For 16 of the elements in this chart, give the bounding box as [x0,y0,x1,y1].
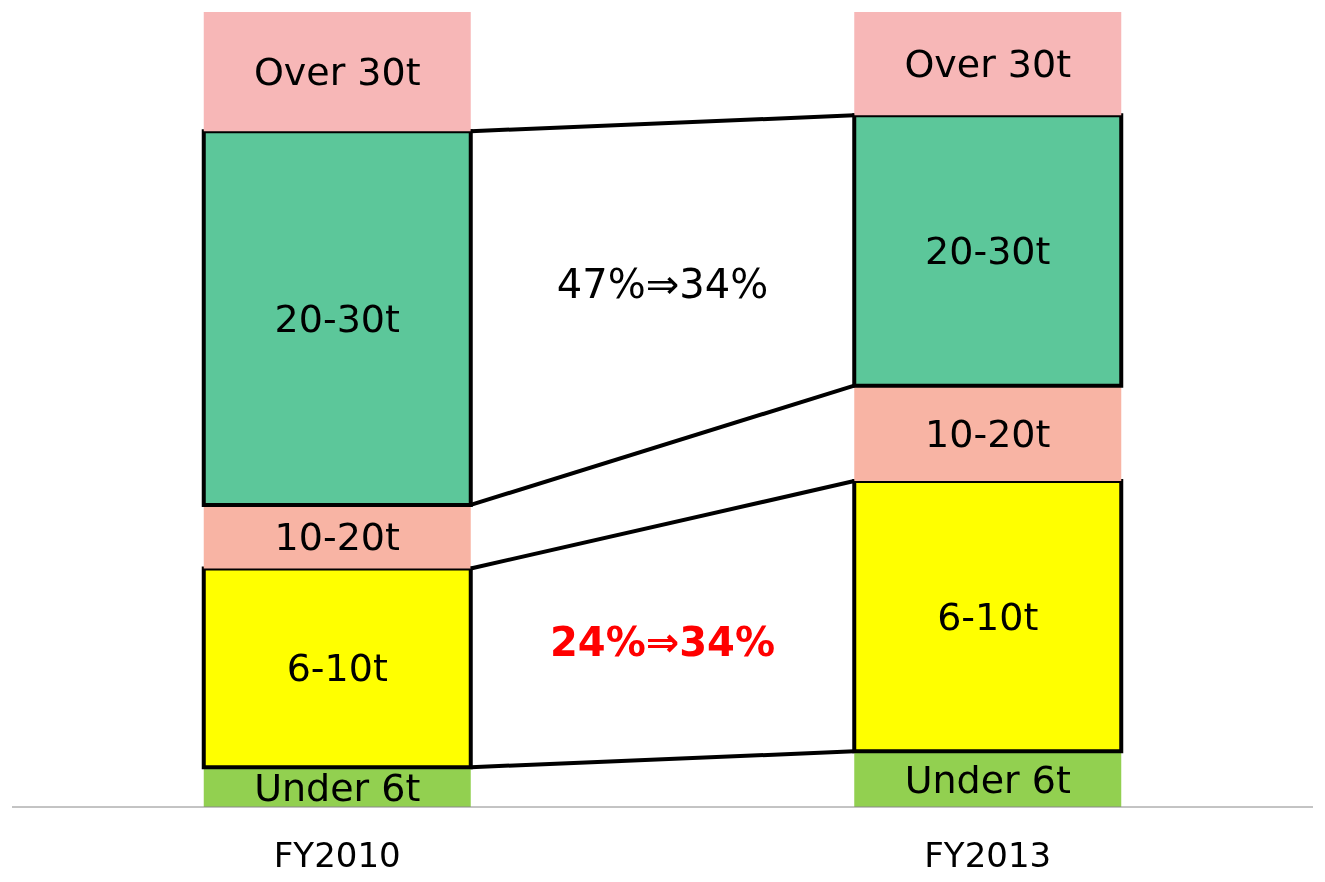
series-label: 6-10t [286,646,388,691]
text: Over 30t [253,50,421,95]
text: 10-20t [925,411,1051,456]
series-label: 10-20t [274,515,400,560]
bar [203,12,471,132]
series-label: Under 6t [254,765,421,810]
annotation: 47%⇒34% [556,261,769,308]
x-tick-label: FY2010 [273,835,401,876]
bar [854,12,1122,116]
text: 20-30t [274,296,400,341]
series-label: 20-30t [925,228,1051,273]
text: Under 6t [904,757,1071,802]
text: 6-10t [937,594,1039,639]
series-label: Over 30t [904,42,1072,87]
x-tick-label: FY2013 [924,835,1052,876]
annotation: 24%⇒34% [550,619,775,666]
